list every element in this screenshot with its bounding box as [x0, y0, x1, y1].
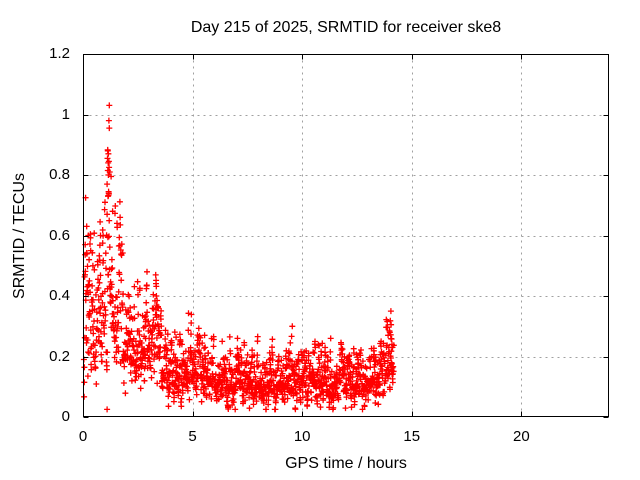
chart-title: Day 215 of 2025, SRMTID for receiver ske…: [190, 19, 502, 36]
x-tick-label: 5: [188, 428, 197, 445]
y-tick-label: 0.4: [49, 287, 70, 304]
y-tick-label: 0.8: [49, 166, 70, 183]
x-tick-label: 15: [403, 428, 421, 445]
y-tick-label: 0.2: [49, 347, 70, 365]
y-tick-label: 0: [61, 408, 70, 425]
x-tick-label: 20: [512, 428, 530, 445]
y-tick-label: 0.6: [49, 226, 70, 244]
x-axis-label: GPS time / hours: [285, 455, 407, 472]
x-tick-label: 0: [78, 428, 88, 445]
y-tick-label: 1.2: [49, 45, 70, 62]
y-tick-label: 1: [61, 105, 70, 123]
x-tick-label: 10: [293, 428, 311, 445]
